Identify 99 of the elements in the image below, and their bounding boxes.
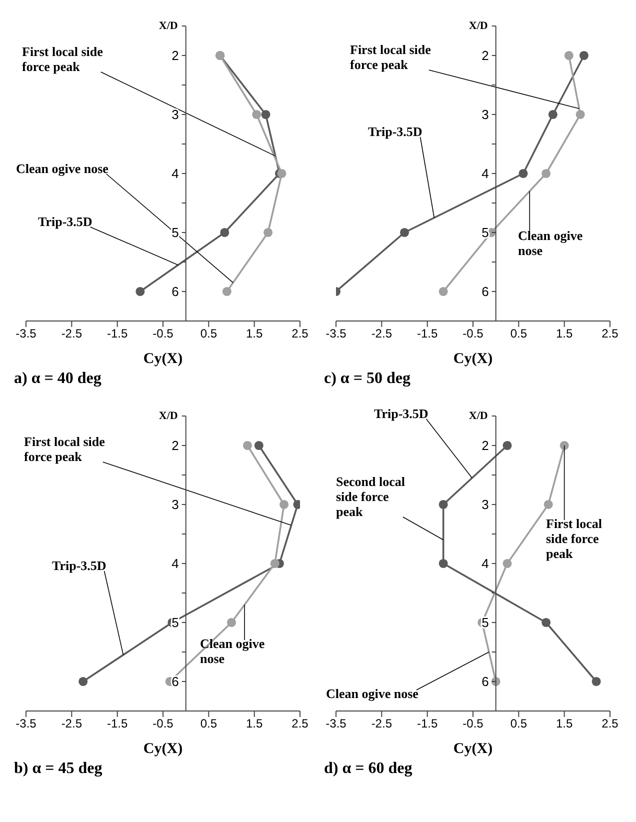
point	[242, 440, 252, 450]
point	[222, 286, 232, 296]
x-tick-label: 2.5	[292, 716, 309, 731]
y-tick-label: 3	[172, 107, 179, 122]
x-tick-label: 0.5	[200, 326, 218, 341]
x-tick-label: 2.5	[602, 716, 619, 731]
x-axis-title: Cy(X)	[453, 741, 493, 757]
x-tick-label: 2.5	[292, 326, 309, 341]
annotation: Trip-3.5D	[368, 124, 422, 139]
annotation: First local side force peak	[350, 42, 432, 72]
y-tick-label: 6	[172, 284, 179, 299]
point	[220, 228, 230, 238]
y-tick-label: 6	[172, 674, 179, 689]
point	[518, 168, 528, 178]
text: d) α = 60 deg	[324, 760, 414, 778]
x-axis-title: Cy(X)	[453, 351, 493, 367]
y-axis-title: X/D	[158, 20, 178, 32]
point	[579, 50, 588, 60]
x-tick-label: -2.5	[61, 326, 82, 341]
annotation: Clean ogive nose	[200, 636, 265, 666]
point	[544, 500, 553, 510]
y-tick-label: 4	[482, 166, 489, 181]
y-tick-label: 2	[172, 48, 179, 63]
point	[252, 110, 262, 120]
point	[438, 286, 448, 296]
annotation: First local side force peak	[24, 434, 106, 464]
point	[542, 618, 551, 628]
point	[576, 110, 585, 120]
point	[400, 228, 410, 238]
x-tick-label: -2.5	[61, 716, 82, 731]
y-tick-label: 3	[482, 497, 489, 512]
x-tick-label: -0.5	[152, 716, 174, 731]
point	[270, 558, 280, 568]
text: a) α = 40 deg	[14, 370, 102, 388]
x-tick-label: 0.5	[510, 326, 528, 341]
x-tick-label: 1.5	[246, 716, 263, 731]
annotation: First local side force peak	[546, 516, 602, 561]
x-tick-label: 2.5	[602, 326, 619, 341]
x-tick-label: -1.5	[416, 716, 438, 731]
y-tick-label: 3	[172, 497, 179, 512]
y-tick-label: 4	[482, 556, 489, 571]
y-tick-label: 4	[172, 556, 179, 571]
x-tick-label: -1.5	[416, 326, 438, 341]
point	[226, 618, 236, 628]
y-tick-label: 6	[482, 674, 489, 689]
point	[592, 676, 601, 686]
point	[438, 558, 448, 568]
x-axis-title: Cy(X)	[143, 741, 183, 757]
point	[277, 168, 286, 178]
point	[78, 676, 88, 686]
point	[254, 440, 264, 450]
x-tick-label: -0.5	[462, 326, 484, 341]
point	[438, 500, 448, 510]
point	[136, 286, 145, 296]
point	[548, 110, 558, 120]
point	[280, 500, 289, 510]
x-tick-label: -3.5	[16, 326, 37, 341]
y-tick-label: 4	[172, 166, 179, 181]
x-tick-label: -1.5	[106, 326, 128, 341]
point	[502, 558, 512, 568]
annotation: Trip-3.5D	[52, 558, 106, 573]
x-tick-label: 1.5	[246, 326, 263, 341]
annotation: Trip-3.5D	[374, 406, 428, 421]
y-tick-label: 6	[482, 284, 489, 299]
point	[560, 440, 569, 450]
annotation: Clean ogive nose	[518, 228, 583, 258]
x-tick-label: -2.5	[371, 716, 392, 731]
text: c) α = 50 deg	[324, 370, 412, 388]
point	[264, 228, 273, 238]
y-tick-label: 3	[482, 107, 489, 122]
x-tick-label: -3.5	[16, 716, 37, 731]
x-tick-label: -0.5	[152, 326, 174, 341]
text: b) α = 45 deg	[14, 760, 104, 778]
x-tick-label: 1.5	[556, 326, 573, 341]
x-tick-label: -3.5	[326, 716, 347, 731]
annotation: Clean ogive nose	[326, 686, 419, 701]
y-tick-label: 2	[482, 48, 489, 63]
annotation: Second local side force peak	[336, 474, 406, 519]
y-tick-label: 5	[482, 225, 489, 240]
x-tick-label: 0.5	[510, 716, 528, 731]
x-tick-label: 0.5	[200, 716, 218, 731]
y-tick-label: 2	[482, 438, 489, 453]
x-tick-label: -1.5	[106, 716, 128, 731]
x-axis-title: Cy(X)	[143, 351, 183, 367]
point	[564, 50, 574, 60]
x-tick-label: -0.5	[462, 716, 484, 731]
x-tick-label: -3.5	[326, 326, 347, 341]
point	[261, 110, 270, 120]
y-axis-title: X/D	[468, 20, 488, 32]
point	[502, 440, 512, 450]
annotation: Clean ogive nose	[16, 161, 109, 176]
x-tick-label: -2.5	[371, 326, 392, 341]
y-axis-title: X/D	[468, 410, 488, 422]
annotation: First local side force peak	[22, 44, 104, 74]
point	[542, 168, 551, 178]
x-tick-label: 1.5	[556, 716, 573, 731]
y-axis-title: X/D	[158, 410, 178, 422]
annotation: Trip-3.5D	[38, 214, 92, 229]
y-tick-label: 2	[172, 438, 179, 453]
